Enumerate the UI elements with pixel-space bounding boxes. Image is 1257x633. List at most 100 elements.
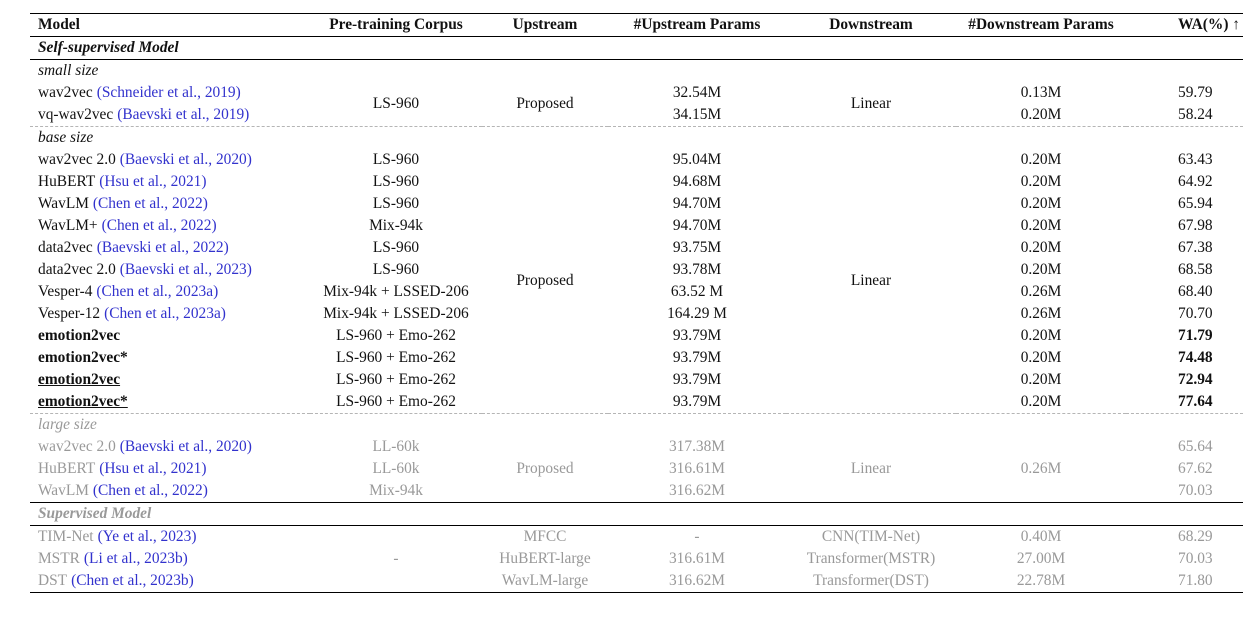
table-row: DST (Chen et al., 2023b) WavLM-large 316.… bbox=[30, 570, 1243, 593]
model-cell: Vesper-4 (Chen et al., 2023a) bbox=[30, 281, 310, 303]
table-row: WavLM (Chen et al., 2022) Mix-94k 316.62M… bbox=[30, 480, 1243, 503]
table-row: HuBERT (Hsu et al., 2021) LL-60k 316.61M … bbox=[30, 458, 1243, 480]
citation-link[interactable]: (Chen et al., 2022) bbox=[101, 216, 217, 234]
downstream-params-cell: 0.26M bbox=[1020, 459, 1062, 477]
col-header-upstream-params: #Upstream Params bbox=[633, 15, 761, 33]
wa-cell: 72.94 bbox=[1178, 370, 1213, 388]
downstream-params-cell: 22.78M bbox=[1016, 571, 1066, 589]
model-name: emotion2vec bbox=[38, 326, 121, 344]
citation-link[interactable]: (Chen et al., 2022) bbox=[92, 481, 208, 499]
header-row: Model Pre-training Corpus Upstream #Upst… bbox=[30, 14, 1243, 37]
citation-link[interactable]: (Baevski et al., 2019) bbox=[117, 105, 250, 123]
upstream-params-cell: - bbox=[694, 527, 700, 545]
table-row: emotion2vec LS-960 + Emo-262 93.79M 0.20… bbox=[30, 325, 1243, 347]
citation-link[interactable]: (Baevski et al., 2023) bbox=[119, 260, 252, 278]
citation-link[interactable]: (Schneider et al., 2019) bbox=[96, 83, 241, 101]
downstream-cell: Transformer(DST) bbox=[813, 571, 929, 589]
table-row: data2vec (Baevski et al., 2022) LS-960 93… bbox=[30, 237, 1243, 259]
citation-link[interactable]: (Chen et al., 2022) bbox=[92, 194, 208, 212]
upstream-params-cell: 34.15M bbox=[672, 105, 722, 123]
corpus-cell: Mix-94k + LSSED-206 bbox=[323, 304, 469, 322]
corpus-cell: Mix-94k + LSSED-206 bbox=[323, 282, 469, 300]
upstream-params-cell: 63.52 M bbox=[670, 282, 724, 300]
downstream-params-cell: 0.20M bbox=[1020, 392, 1062, 410]
model-cell: WavLM (Chen et al., 2022) bbox=[30, 193, 310, 215]
citation-link[interactable]: (Baevski et al., 2020) bbox=[119, 437, 252, 455]
citation-link[interactable]: (Hsu et al., 2021) bbox=[99, 172, 207, 190]
model-name: MSTR bbox=[38, 549, 80, 567]
downstream-cell: Linear bbox=[850, 94, 892, 112]
table-row: WavLM+ (Chen et al., 2022) Mix-94k 94.70M… bbox=[30, 215, 1243, 237]
wa-cell: 71.79 bbox=[1178, 326, 1213, 344]
table-row: data2vec 2.0 (Baevski et al., 2023) LS-96… bbox=[30, 259, 1243, 281]
corpus-cell: LS-960 bbox=[372, 194, 420, 212]
corpus-cell: Mix-94k bbox=[369, 481, 423, 499]
wa-cell: 70.03 bbox=[1178, 481, 1213, 499]
wa-cell: 70.03 bbox=[1178, 549, 1213, 567]
wa-cell: 68.58 bbox=[1178, 260, 1213, 278]
section-title-self-supervised: Self-supervised Model bbox=[38, 38, 179, 56]
upstream-cell: Proposed bbox=[516, 94, 574, 112]
downstream-params-cell: 0.20M bbox=[1020, 194, 1062, 212]
citation-link[interactable]: (Ye et al., 2023) bbox=[97, 527, 197, 545]
subsection-label-row: small size bbox=[30, 60, 1243, 83]
table-row: emotion2vec LS-960 + Emo-262 93.79M 0.20… bbox=[30, 369, 1243, 391]
upstream-params-cell: 93.79M bbox=[672, 392, 722, 410]
downstream-params-cell: 0.26M bbox=[1020, 282, 1062, 300]
upstream-params-cell: 93.75M bbox=[672, 238, 722, 256]
upstream-params-cell: 93.79M bbox=[672, 326, 722, 344]
citation-link[interactable]: (Chen et al., 2023a) bbox=[96, 282, 219, 300]
col-header-upstream: Upstream bbox=[512, 15, 578, 33]
model-cell: wav2vec 2.0 (Baevski et al., 2020) bbox=[30, 149, 310, 171]
model-name: WavLM bbox=[38, 481, 89, 499]
upstream-cell: Proposed bbox=[516, 271, 574, 289]
citation-link[interactable]: (Baevski et al., 2020) bbox=[119, 150, 252, 168]
upstream-params-cell: 93.79M bbox=[672, 370, 722, 388]
downstream-cell: Linear bbox=[850, 459, 892, 477]
table-row: vq-wav2vec (Baevski et al., 2019) 34.15M … bbox=[30, 104, 1243, 127]
model-cell: wav2vec (Schneider et al., 2019) bbox=[30, 82, 310, 104]
table-row: Vesper-12 (Chen et al., 2023a) Mix-94k + … bbox=[30, 303, 1243, 325]
wa-cell: 74.48 bbox=[1178, 348, 1213, 366]
model-name: emotion2vec* bbox=[38, 348, 128, 366]
citation-link[interactable]: (Chen et al., 2023a) bbox=[104, 304, 226, 322]
downstream-params-cell: 0.20M bbox=[1020, 150, 1062, 168]
downstream-params-cell: 0.20M bbox=[1020, 105, 1062, 123]
corpus-cell: LS-960 + Emo-262 bbox=[336, 370, 456, 388]
table-row: wav2vec 2.0 (Baevski et al., 2020) LL-60k… bbox=[30, 436, 1243, 477]
downstream-params-cell: 0.20M bbox=[1020, 238, 1062, 256]
upstream-params-cell: 95.04M bbox=[672, 150, 722, 168]
upstream-params-cell: 164.29 M bbox=[667, 304, 727, 322]
col-header-wa: WA(%) ↑ bbox=[1178, 15, 1240, 33]
wa-cell: 64.92 bbox=[1178, 172, 1213, 190]
upstream-cell: MFCC bbox=[523, 527, 567, 545]
upstream-params-cell: 93.79M bbox=[672, 348, 722, 366]
wa-cell: 67.98 bbox=[1178, 216, 1213, 234]
wa-cell: 67.62 bbox=[1178, 459, 1213, 477]
section-title-row: Supervised Model bbox=[30, 502, 1243, 526]
subsection-label-large-size: large size bbox=[38, 415, 97, 433]
downstream-cell: CNN(TIM-Net) bbox=[821, 527, 921, 545]
wa-cell: 70.70 bbox=[1178, 304, 1213, 322]
model-name: Vesper-4 bbox=[38, 282, 93, 300]
citation-link[interactable]: (Baevski et al., 2022) bbox=[96, 238, 229, 256]
model-cell: emotion2vec* bbox=[30, 347, 310, 369]
model-cell: vq-wav2vec (Baevski et al., 2019) bbox=[30, 104, 310, 127]
model-cell: emotion2vec* bbox=[30, 391, 310, 414]
model-cell: WavLM (Chen et al., 2022) bbox=[30, 480, 310, 503]
corpus-cell: LS-960 bbox=[372, 260, 420, 278]
wa-cell: 65.64 bbox=[1178, 437, 1213, 455]
downstream-params-cell: 0.20M bbox=[1020, 260, 1062, 278]
corpus-cell: LS-960 + Emo-262 bbox=[336, 392, 456, 410]
table-row: WavLM (Chen et al., 2022) LS-960 94.70M 0… bbox=[30, 193, 1243, 215]
upstream-params-cell: 317.38M bbox=[668, 437, 725, 455]
citation-link[interactable]: (Hsu et al., 2021) bbox=[99, 459, 207, 477]
subsection-label-base-size: base size bbox=[38, 128, 94, 146]
model-name: wav2vec 2.0 bbox=[38, 150, 116, 168]
model-name: TIM-Net bbox=[38, 527, 94, 545]
citation-link[interactable]: (Li et al., 2023b) bbox=[83, 549, 188, 567]
upstream-params-cell: 316.62M bbox=[668, 571, 725, 589]
citation-link[interactable]: (Chen et al., 2023b) bbox=[71, 571, 194, 589]
corpus-cell: LS-960 + Emo-262 bbox=[336, 326, 456, 344]
table-row: Vesper-4 (Chen et al., 2023a) Mix-94k + L… bbox=[30, 281, 1243, 303]
